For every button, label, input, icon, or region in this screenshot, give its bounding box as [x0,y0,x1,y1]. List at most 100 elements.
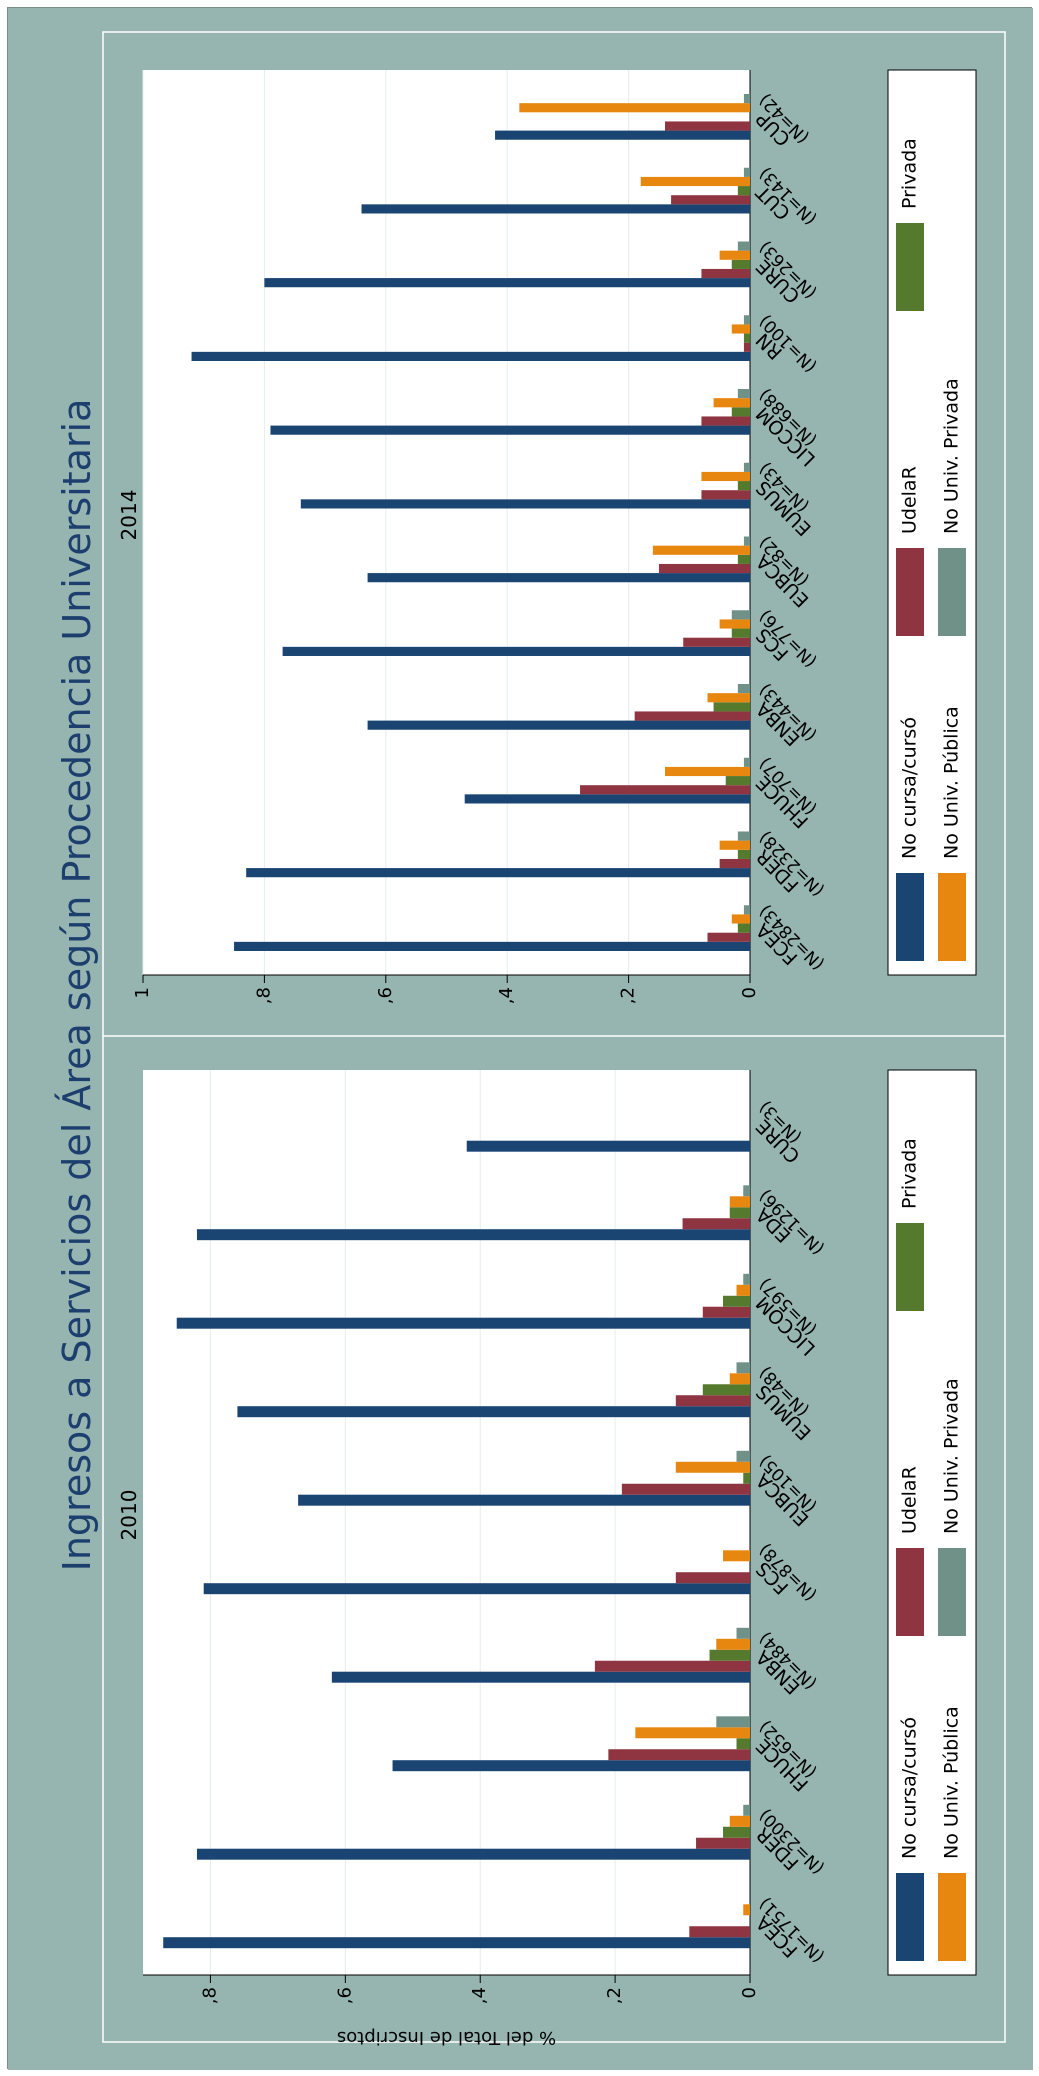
bar-fder-no-univ-publica [729,1815,750,1827]
legend-swatch-no-univ-publica [938,873,966,961]
bar-enba-no-univ-publica [716,1638,750,1650]
bar-liccom-no-univ-privada [743,1273,750,1285]
y-tick-label: ,4 [469,1987,490,2004]
legend-swatch-no-cursa-curso [896,1873,924,1961]
bar-cup-udelar [665,121,751,131]
legend-swatch-udelar [896,1548,924,1636]
bar-fhuce-no-univ-publica [635,1727,750,1739]
bar-fcea-udelar [707,932,751,942]
bar-fcea-udelar [689,1926,750,1938]
figure-title: Ingresos a Servicios del Área según Proc… [55,399,99,1572]
bar-eubca-no-univ-privada [736,1450,750,1462]
bar-rn-no-cursa-curso [191,351,750,361]
bar-cut-udelar [671,195,751,205]
legend-label-no-univ-privada: No Univ. Privada [941,378,963,534]
bar-enba-no-univ-privada [737,684,750,694]
y-tick-label: ,2 [604,1987,625,2004]
bar-enba-no-cursa-curso [367,720,750,730]
rotated-figure: Ingresos a Servicios del Área según Proc… [8,8,1033,2070]
bar-liccom-no-univ-publica [736,1284,750,1296]
bar-rn-udelar [743,342,750,352]
bar-fder-no-univ-publica [719,840,751,850]
bar-eubca-no-cursa-curso [298,1494,750,1506]
bar-cure-no-cursa-curso [466,1140,750,1152]
bar-eda-no-univ-privada [743,1185,750,1197]
bar-fder-no-univ-privada [737,831,750,841]
bar-fcs-no-univ-privada [731,610,750,620]
bar-eubca-udelar [658,563,751,574]
bar-cup-no-univ-privada [743,94,750,104]
bar-fhuce-no-univ-publica [665,766,751,777]
bar-rn-no-univ-privada [743,315,750,325]
panel-title: 2010 [117,1490,141,1541]
bar-fcea-privada [737,923,750,933]
bar-liccom-no-cursa-curso [176,1317,750,1329]
figure-frame: Ingresos a Servicios del Área según Proc… [7,7,1033,2070]
bar-eumus-no-univ-privada [736,1362,750,1374]
bar-eubca-no-univ-publica [652,545,751,555]
bar-eubca-udelar [621,1483,750,1495]
bar-eumus-no-univ-privada [743,462,750,472]
bar-eubca-no-cursa-curso [367,573,750,583]
bar-liccom-udelar [702,1306,750,1318]
bar-enba-no-univ-privada [736,1627,750,1639]
bar-liccom-privada [731,407,750,417]
chart-svg: Ingresos a Servicios del Área según Proc… [8,8,1033,2070]
bar-fcs-udelar [683,637,750,647]
bar-fcea-no-univ-privada [743,905,750,915]
bar-fcea-no-cursa-curso [234,941,751,951]
plot-area [143,1070,750,1975]
bar-liccom-udelar [701,416,751,426]
bar-eumus-privada [737,481,750,491]
bar-eumus-no-cursa-curso [300,499,750,509]
bar-fcs-privada [731,628,750,638]
bar-eubca-privada [737,554,750,564]
y-tick-label: 0 [739,1987,760,1998]
legend-label-no-univ-privada: No Univ. Privada [941,1378,963,1534]
bar-cut-privada [737,186,750,196]
bar-liccom-no-cursa-curso [270,425,750,435]
y-tick-label: ,4 [496,987,517,1004]
bar-cure-udelar [701,268,751,279]
bar-cure-privada [731,259,750,269]
legend-label-no-cursa-curso: No cursa/cursó [899,1717,921,1859]
bar-cure-no-cursa-curso [264,278,750,288]
bar-fcs-no-cursa-curso [282,646,750,656]
bar-eumus-no-cursa-curso [237,1406,750,1418]
bar-fhuce-udelar [580,785,750,795]
bar-fder-udelar [719,858,751,869]
bar-eubca-no-univ-privada [743,536,750,546]
bar-fder-no-univ-privada [743,1804,750,1816]
bar-enba-udelar [634,711,750,721]
bar-cup-no-univ-publica [519,103,750,113]
graph-region-border [102,31,1006,2043]
bar-fhuce-privada [736,1738,750,1750]
legend-label-no-cursa-curso: No cursa/cursó [899,717,921,859]
bar-enba-privada [709,1649,750,1661]
bar-enba-udelar [594,1660,751,1672]
bar-fcs-no-univ-publica [719,619,751,629]
bar-fhuce-no-univ-privada [716,1716,750,1728]
legend-swatch-no-cursa-curso [896,873,924,961]
bar-eubca-no-univ-publica [675,1461,750,1473]
bar-enba-privada [713,702,751,712]
bar-eda-privada [729,1207,750,1219]
legend-label-privada: Privada [899,1138,921,1209]
legend-label-udelar: UdelaR [899,466,921,534]
bar-fhuce-no-cursa-curso [464,794,750,804]
bar-eumus-udelar [701,490,751,500]
legend-swatch-privada [896,223,924,311]
bar-fder-privada [723,1826,750,1838]
y-axis-title: % del Total de Inscriptos [337,2027,556,2048]
bar-fhuce-no-cursa-curso [392,1760,750,1772]
y-tick-label: ,2 [618,987,639,1004]
bar-fder-no-cursa-curso [196,1848,750,1860]
legend-label-no-univ-publica: No Univ. Pública [941,706,963,859]
bar-eumus-privada [702,1384,750,1396]
legend-swatch-udelar [896,548,924,636]
legend-swatch-no-univ-privada [938,1548,966,1636]
panel-title: 2014 [117,490,141,541]
bar-fcea-no-cursa-curso [163,1937,750,1949]
plot-area [143,70,750,975]
bar-fcs-udelar [675,1572,750,1584]
